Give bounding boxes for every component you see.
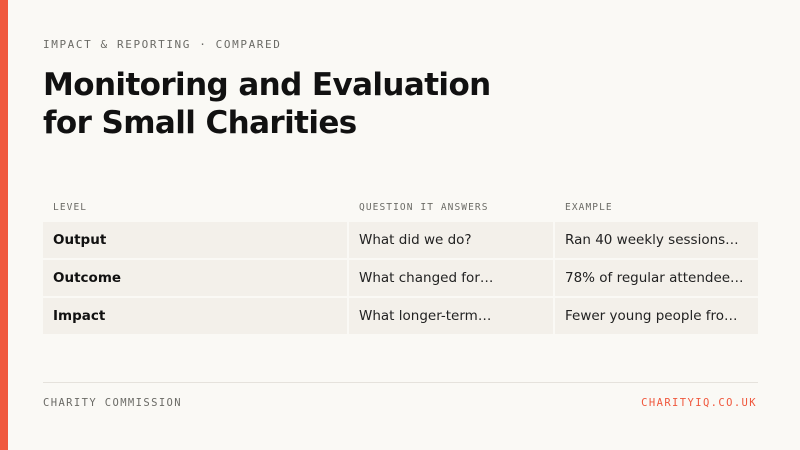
cell-example: Fewer young people fro… xyxy=(555,298,758,334)
table-row: Output What did we do? Ran 40 weekly ses… xyxy=(43,222,758,258)
cell-example: Ran 40 weekly sessions… xyxy=(555,222,758,258)
footer-site-link[interactable]: CHARITYIQ.CO.UK xyxy=(641,397,757,409)
cell-level-text: Impact xyxy=(53,308,106,324)
table-header: LEVEL QUESTION IT ANSWERS EXAMPLE xyxy=(43,196,758,220)
column-header-level: LEVEL xyxy=(53,202,88,213)
cell-question: What longer-term… xyxy=(349,298,553,334)
page-title-line-2: for Small Charities xyxy=(43,105,357,141)
cell-level: Outcome xyxy=(43,260,347,296)
column-header-example: EXAMPLE xyxy=(565,202,613,213)
comparison-table: LEVEL QUESTION IT ANSWERS EXAMPLE Output… xyxy=(43,196,758,334)
page-title: Monitoring and Evaluation for Small Char… xyxy=(43,66,563,142)
page-title-line-1: Monitoring and Evaluation xyxy=(43,67,491,103)
cell-example-text: 78% of regular attendee… xyxy=(565,270,744,286)
cell-question-text: What did we do? xyxy=(359,232,472,248)
footer-source: CHARITY COMMISSION xyxy=(43,397,182,409)
cell-question: What did we do? xyxy=(349,222,553,258)
accent-bar xyxy=(0,0,8,450)
cell-level-text: Outcome xyxy=(53,270,122,286)
cell-level: Output xyxy=(43,222,347,258)
cell-example-text: Fewer young people fro… xyxy=(565,308,738,324)
cell-level: Impact xyxy=(43,298,347,334)
cell-example: 78% of regular attendee… xyxy=(555,260,758,296)
cell-question: What changed for… xyxy=(349,260,553,296)
table-row: Outcome What changed for… 78% of regular… xyxy=(43,260,758,296)
column-header-question: QUESTION IT ANSWERS xyxy=(359,202,489,213)
cell-question-text: What changed for… xyxy=(359,270,494,286)
cell-example-text: Ran 40 weekly sessions… xyxy=(565,232,739,248)
footer-divider xyxy=(43,382,758,383)
eyebrow-label: IMPACT & REPORTING · COMPARED xyxy=(43,38,282,51)
cell-question-text: What longer-term… xyxy=(359,308,492,324)
cell-level-text: Output xyxy=(53,232,107,248)
table-row: Impact What longer-term… Fewer young peo… xyxy=(43,298,758,334)
